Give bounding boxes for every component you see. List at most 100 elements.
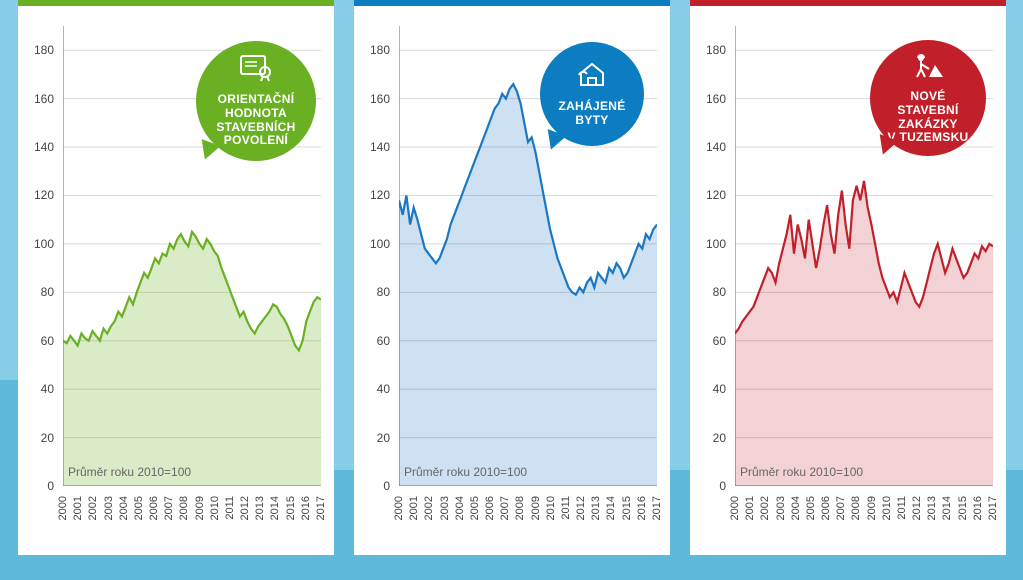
chart-panel-orders: 0 20 40 60 80 100 120 140 160 180 200020012002 2003… (690, 0, 1006, 555)
x-tick: 2004 (454, 496, 466, 520)
x-tick: 2001 (744, 496, 756, 520)
y-tick: 100 (34, 237, 54, 251)
x-axis-ticks: 2000200120022003200420052006200720082009… (399, 490, 657, 550)
x-tick: 2014 (941, 496, 953, 520)
x-tick: 2004 (790, 496, 802, 520)
x-tick: 2010 (545, 496, 557, 520)
y-tick: 140 (34, 140, 54, 154)
x-tick: 2013 (590, 496, 602, 520)
y-tick: 20 (41, 431, 54, 445)
y-tick: 40 (41, 382, 54, 396)
x-tick: 2008 (514, 496, 526, 520)
y-tick: 40 (377, 382, 390, 396)
x-tick: 2012 (911, 496, 923, 520)
x-tick: 2016 (636, 496, 648, 520)
y-tick: 40 (713, 382, 726, 396)
charts-row: 0204060801001201401601802000200120022003… (18, 0, 1006, 555)
y-tick: 60 (713, 334, 726, 348)
y-tick: 100 (370, 237, 390, 251)
x-tick: 2007 (163, 496, 175, 520)
x-tick: 2006 (148, 496, 160, 520)
x-tick: 2009 (866, 496, 878, 520)
x-tick: 2011 (224, 496, 236, 520)
x-axis-ticks: 2000200120022003200420052006200720082009… (735, 490, 993, 550)
y-tick: 80 (713, 285, 726, 299)
y-tick: 20 (377, 431, 390, 445)
x-tick: 2017 (315, 496, 327, 520)
y-tick: 180 (706, 43, 726, 57)
bubble-label: ZAHÁJENÉBYTY (550, 100, 633, 128)
chart-footnote: Průměr roku 2010=100 (68, 465, 191, 479)
x-tick: 2017 (987, 496, 999, 520)
y-tick: 100 (706, 237, 726, 251)
bubble-label: ORIENTAČNÍHODNOTASTAVEBNÍCHPOVOLENÍ (208, 93, 303, 148)
x-tick: 2015 (285, 496, 297, 520)
chart-footnote: Průměr roku 2010=100 (740, 465, 863, 479)
x-tick: 2010 (209, 496, 221, 520)
x-tick: 2013 (926, 496, 938, 520)
x-tick: 2012 (575, 496, 587, 520)
x-tick: 2003 (775, 496, 787, 520)
x-tick: 2015 (621, 496, 633, 520)
x-tick: 2003 (103, 496, 115, 520)
y-tick: 140 (706, 140, 726, 154)
y-axis-ticks: 020406080100120140160180 (18, 26, 60, 486)
y-tick: 0 (383, 479, 390, 493)
y-tick: 80 (41, 285, 54, 299)
y-tick: 180 (370, 43, 390, 57)
chart-bubble: ZAHÁJENÉBYTY (540, 42, 644, 146)
x-tick: 2000 (393, 496, 405, 520)
y-tick: 0 (719, 479, 726, 493)
x-tick: 2011 (896, 496, 908, 520)
y-tick: 160 (370, 92, 390, 106)
chart-panel-apartments: 0 20 40 60 80 100 120 140 160 180 200020012002 2003… (354, 0, 670, 555)
x-tick: 2015 (957, 496, 969, 520)
house-icon (577, 61, 607, 94)
x-tick: 2011 (560, 496, 572, 520)
x-tick: 2005 (805, 496, 817, 520)
y-tick: 80 (377, 285, 390, 299)
x-tick: 2016 (300, 496, 312, 520)
x-tick: 2001 (408, 496, 420, 520)
x-tick: 2007 (835, 496, 847, 520)
x-tick: 2007 (499, 496, 511, 520)
bg-block-1 (0, 380, 18, 470)
x-axis-ticks: 2000200120022003200420052006200720082009… (63, 490, 321, 550)
y-tick: 60 (377, 334, 390, 348)
x-tick: 2006 (820, 496, 832, 520)
y-tick: 140 (370, 140, 390, 154)
x-tick: 2005 (469, 496, 481, 520)
x-tick: 2002 (759, 496, 771, 520)
y-axis-ticks: 020406080100120140160180 (354, 26, 396, 486)
x-tick: 2006 (484, 496, 496, 520)
y-tick: 0 (47, 479, 54, 493)
y-tick: 160 (34, 92, 54, 106)
x-tick: 2002 (87, 496, 99, 520)
x-tick: 2012 (239, 496, 251, 520)
x-tick: 2000 (729, 496, 741, 520)
y-tick: 160 (706, 92, 726, 106)
x-tick: 2017 (651, 496, 663, 520)
x-tick: 2008 (850, 496, 862, 520)
y-tick: 120 (706, 188, 726, 202)
x-tick: 2008 (178, 496, 190, 520)
x-tick: 2016 (972, 496, 984, 520)
worker-icon (911, 51, 945, 84)
x-tick: 2013 (254, 496, 266, 520)
x-tick: 2009 (530, 496, 542, 520)
x-tick: 2004 (118, 496, 130, 520)
chart-footnote: Průměr roku 2010=100 (404, 465, 527, 479)
y-tick: 20 (713, 431, 726, 445)
x-tick: 2002 (423, 496, 435, 520)
chart-panel-permits: 0204060801001201401601802000200120022003… (18, 0, 334, 555)
cert-icon (239, 54, 273, 87)
y-tick: 120 (370, 188, 390, 202)
y-tick: 120 (34, 188, 54, 202)
y-axis-ticks: 020406080100120140160180 (690, 26, 732, 486)
y-tick: 60 (41, 334, 54, 348)
x-tick: 2000 (57, 496, 69, 520)
x-tick: 2014 (605, 496, 617, 520)
y-tick: 180 (34, 43, 54, 57)
x-tick: 2005 (133, 496, 145, 520)
x-tick: 2003 (439, 496, 451, 520)
